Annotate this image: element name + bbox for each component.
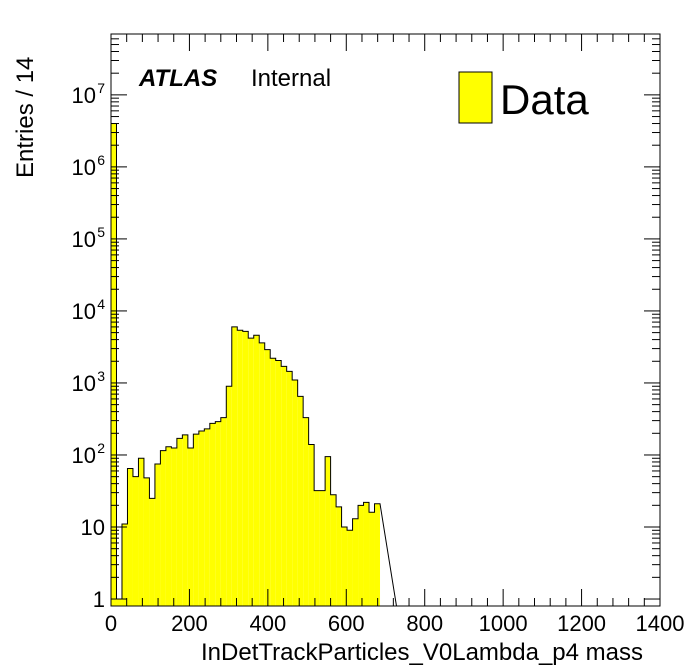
histogram-bar xyxy=(330,494,337,606)
histogram-bar xyxy=(248,338,254,606)
x-tick-labels: 0 200 400 600 800 1000 1200 1400 xyxy=(105,611,685,636)
y-tick-base: 10 xyxy=(72,299,96,324)
y-tick-base: 10 xyxy=(72,227,96,252)
y-tick-exponent: 4 xyxy=(97,296,105,312)
histogram-bar xyxy=(347,530,353,606)
internal-label: Internal xyxy=(251,65,331,92)
axis-ticks xyxy=(110,33,661,606)
y-tick-base: 1 xyxy=(93,587,105,612)
x-tick-label: 600 xyxy=(328,611,365,636)
histogram-bar xyxy=(363,502,370,606)
legend-label-data: Data xyxy=(500,76,589,123)
legend: Data xyxy=(458,71,589,124)
y-tick-exponent: 2 xyxy=(97,440,105,456)
y-tick-base: 10 xyxy=(72,371,96,396)
atlas-label: ATLAS xyxy=(138,65,217,92)
histogram-bar xyxy=(341,526,348,606)
x-tick-label: 0 xyxy=(105,611,117,636)
histogram-bar xyxy=(358,505,364,606)
histogram-bar xyxy=(275,360,282,606)
y-tick-label: 1 xyxy=(93,587,105,612)
y-tick-base: 10 xyxy=(72,443,96,468)
histogram-bar xyxy=(165,446,172,606)
histogram-bar xyxy=(297,396,304,606)
y-tick-label: 10 xyxy=(81,515,105,540)
x-tick-label: 200 xyxy=(171,611,208,636)
histogram-bar xyxy=(116,599,122,606)
y-tick-label: 710 xyxy=(72,80,106,108)
histogram-bar xyxy=(187,447,194,606)
y-tick-label: 410 xyxy=(72,296,106,324)
histogram-bar xyxy=(259,342,265,606)
histogram-bar xyxy=(242,331,249,606)
histogram-bar xyxy=(281,366,287,606)
histogram-bar xyxy=(154,463,161,606)
histogram-bar xyxy=(270,358,276,606)
x-tick-label: 1200 xyxy=(557,611,606,636)
y-tick-base: 10 xyxy=(72,83,96,108)
x-axis-title: InDetTrackParticles_V0Lambda_p4 mass xyxy=(201,639,643,666)
histogram-bar xyxy=(193,434,199,606)
histogram-bar xyxy=(374,503,381,606)
histogram-bar xyxy=(138,458,144,606)
y-tick-label: 610 xyxy=(72,152,106,180)
histogram-bar xyxy=(121,524,128,606)
y-tick-base: 10 xyxy=(81,515,105,540)
histogram-bar xyxy=(132,476,139,606)
histogram-bar xyxy=(149,498,155,606)
histogram-bar xyxy=(303,417,309,606)
histogram-bar xyxy=(176,438,183,606)
histogram-bar xyxy=(226,386,232,606)
histogram-bar xyxy=(215,421,221,606)
histogram-bar xyxy=(237,330,243,606)
y-tick-base: 10 xyxy=(72,155,96,180)
histogram-bar xyxy=(143,477,150,606)
histogram-bar xyxy=(264,349,271,606)
y-tick-exponent: 7 xyxy=(97,80,105,96)
y-tick-label: 310 xyxy=(72,368,106,396)
y-axis-title: Entries / 14 xyxy=(12,57,39,178)
histogram-bar xyxy=(292,379,298,606)
x-tick-label: 800 xyxy=(406,611,443,636)
y-tick-exponent: 5 xyxy=(97,224,105,240)
histogram-bar xyxy=(204,428,210,606)
y-tick-label: 210 xyxy=(72,440,106,468)
x-tick-label: 1400 xyxy=(636,611,685,636)
legend-swatch-data xyxy=(458,71,493,124)
histogram-bar xyxy=(127,468,133,606)
histogram-outline xyxy=(110,123,397,607)
histogram-bar xyxy=(308,444,315,606)
histogram-bar xyxy=(286,371,293,606)
y-tick-exponent: 3 xyxy=(97,368,105,384)
histogram-bar xyxy=(198,431,205,606)
histogram-bar xyxy=(253,335,260,606)
histogram-bars xyxy=(110,123,397,607)
plot-frame xyxy=(110,33,661,607)
y-tick-exponent: 6 xyxy=(97,152,105,168)
histogram-bar xyxy=(182,434,188,606)
x-tick-label: 400 xyxy=(249,611,286,636)
histogram-bar xyxy=(220,417,227,606)
histogram-bar xyxy=(209,423,216,606)
histogram-bar xyxy=(369,512,375,606)
histogram-bar xyxy=(352,518,359,606)
histogram-bar xyxy=(319,490,326,606)
histogram-bar xyxy=(325,456,331,606)
histogram-bar xyxy=(171,447,177,606)
histogram-bar xyxy=(336,506,342,606)
y-tick-label: 510 xyxy=(72,224,106,252)
histogram-bar xyxy=(160,450,166,606)
histogram-bar xyxy=(231,326,238,606)
histogram-bar xyxy=(314,490,320,606)
x-tick-label: 1000 xyxy=(479,611,528,636)
histogram-bar xyxy=(111,123,117,607)
